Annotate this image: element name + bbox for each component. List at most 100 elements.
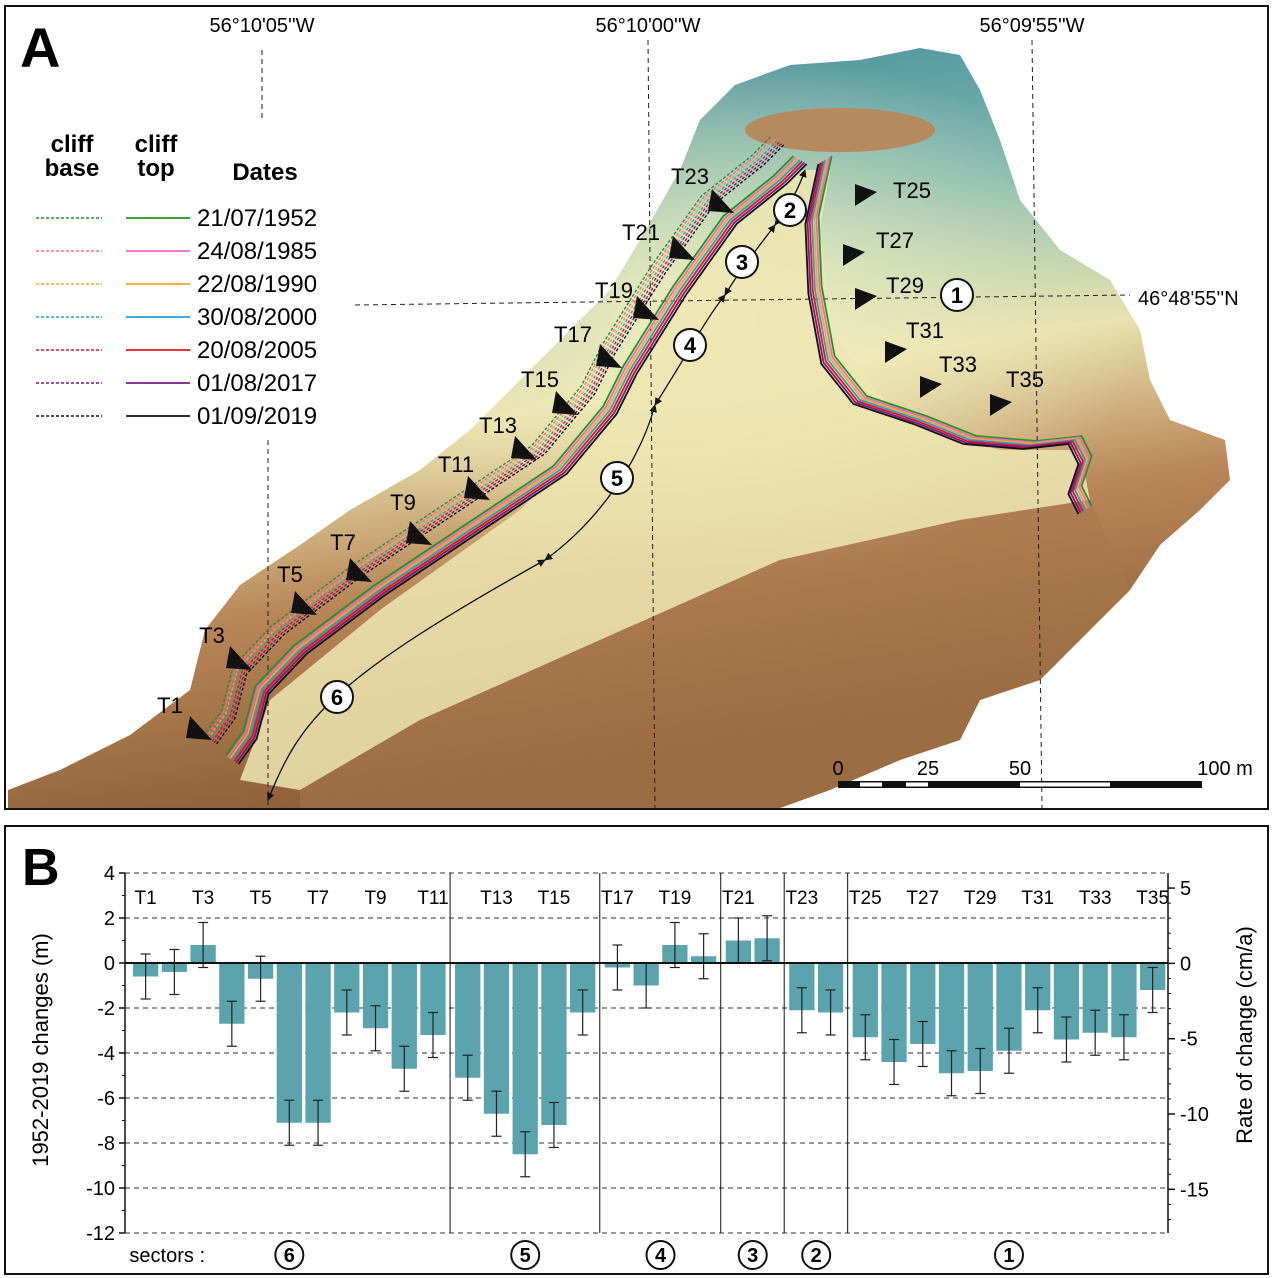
sector-name-2: 2 (811, 1245, 822, 1267)
bar-transect-label: T19 (659, 888, 692, 909)
legend-col-base-1: cliff (51, 131, 95, 158)
bar-transect-label: T11 (417, 888, 448, 909)
y-axis-label: 1952-2019 changes (m) (28, 933, 53, 1167)
y2-tick-label: -5 (1180, 1029, 1198, 1051)
sector-name-6: 6 (284, 1245, 295, 1267)
y-tick-label: 4 (104, 863, 115, 885)
cliff-top-line-right (813, 158, 1089, 510)
y-tick-label: -10 (86, 1178, 115, 1200)
transect-label-t11: T11 (438, 452, 474, 477)
bar-transect-label: T3 (192, 888, 214, 909)
bar-transect-label: T31 (1021, 888, 1054, 909)
transect-arrow-t31 (885, 341, 907, 363)
legend-date: 30/08/2000 (197, 304, 317, 331)
bar (276, 963, 302, 1123)
transect-label-t27: T27 (876, 228, 914, 253)
transect-arrow-t25 (855, 184, 877, 206)
y-tick-label: 0 (104, 953, 115, 975)
transect-arrow-t33 (920, 376, 942, 398)
transect-label-t29: T29 (886, 273, 924, 298)
sector-marker-4 (673, 328, 707, 362)
sector-marker-label-5: 5 (611, 466, 623, 491)
sector-name-3: 3 (747, 1245, 758, 1267)
bar (541, 963, 567, 1125)
bar (483, 963, 510, 1114)
bar-transect-label: T25 (849, 888, 882, 909)
bar-transect-label: T1 (135, 888, 157, 909)
scale-tick-0: 0 (832, 758, 843, 780)
cliff-top-line-right (817, 155, 1093, 507)
transect-label-t23: T23 (671, 164, 709, 189)
cliff-top-line-right (808, 161, 1084, 512)
transect-label-t15: T15 (521, 367, 559, 392)
y2-tick-label: 0 (1180, 953, 1191, 975)
scale-tick-100: 100 m (1197, 758, 1253, 780)
legend-col-dates: Dates (232, 159, 297, 186)
transect-arrow-t19 (633, 296, 659, 320)
transect-label-t1: T1 (157, 693, 183, 718)
transect-arrow-t9 (406, 521, 432, 545)
transect-arrow-t1 (186, 716, 212, 740)
y-tick-label: 2 (104, 908, 115, 930)
panel-a-map: 56°10'05''W 56°10'00''W 56°09'55''W 46°4… (4, 5, 1269, 810)
legend-col-top-2: top (137, 155, 174, 182)
sector-name-4: 4 (655, 1245, 667, 1267)
scale-tick-50: 50 (1009, 758, 1031, 780)
transect-arrow-t7 (346, 558, 372, 582)
sectors-label: sectors : (129, 1245, 205, 1267)
y-tick-label: -8 (97, 1133, 115, 1155)
bar-transect-label: T9 (364, 888, 386, 909)
bar (305, 963, 331, 1123)
sector-circles-map: 1 2 3 4 5 6 (320, 193, 974, 714)
transect-arrow-t5 (291, 591, 317, 615)
bar-transect-label: T13 (480, 888, 513, 909)
y2-tick-label: -15 (1180, 1179, 1209, 1201)
legend: cliff base cliff top Dates 21/07/1952 24/… (36, 131, 317, 430)
sector-marker-label-4: 4 (684, 333, 697, 358)
transect-label-t25: T25 (893, 178, 931, 203)
bar-transect-label: T35 (1136, 888, 1169, 909)
lat-label: 46°48'55''N (1138, 288, 1239, 310)
sector-circle-6 (274, 1240, 305, 1270)
scale-tick-25: 25 (917, 758, 939, 780)
transect-arrow-t21 (669, 236, 695, 260)
bar-transect-label: T23 (785, 888, 818, 909)
sector-name-1: 1 (1003, 1245, 1014, 1267)
transect-arrow-t35 (990, 394, 1012, 416)
transect-label-t3: T3 (199, 623, 225, 648)
bar-transect-label: T33 (1079, 888, 1112, 909)
y-tick-label: -4 (97, 1043, 115, 1065)
cliff-top-line-right (811, 159, 1086, 511)
sector-name-5: 5 (520, 1245, 531, 1267)
transect-label-t19: T19 (595, 278, 633, 303)
sector-circle-5 (510, 1240, 541, 1270)
y2-tick-label: -10 (1180, 1104, 1209, 1126)
y-tick-label: -12 (86, 1223, 115, 1245)
transect-label-t31: T31 (906, 318, 944, 343)
panel-b-label: B (22, 839, 60, 897)
transect-arrow-t17 (596, 344, 622, 368)
chart-bars (133, 915, 1166, 1178)
legend-date: 21/07/1952 (197, 205, 317, 232)
cliff-top-line-right (804, 163, 1080, 515)
legend-date: 01/09/2019 (197, 403, 317, 430)
legend-col-top-1: cliff (135, 131, 179, 158)
lon-label-3: 56°09'55''W (979, 15, 1084, 37)
sector-marker-5 (600, 461, 634, 495)
transect-arrow-t29 (855, 288, 877, 310)
cliff-top-line-right (806, 162, 1082, 514)
bar-transect-label: T29 (964, 888, 997, 909)
bar-transect-label: T7 (307, 888, 329, 909)
sector-marker-label-2: 2 (784, 198, 796, 223)
legend-date: 20/08/2005 (197, 337, 317, 364)
lon-label-1: 56°10'05''W (209, 15, 314, 37)
sector-marker-2 (773, 193, 807, 227)
y-tick-label: -6 (97, 1088, 115, 1110)
summit-outcrop (745, 108, 935, 152)
transect-label-t13: T13 (479, 413, 517, 438)
y-tick-label: -2 (97, 998, 115, 1020)
sector-marker-label-1: 1 (951, 283, 963, 308)
sector-circle-3 (737, 1240, 768, 1270)
sector-marker-6 (320, 680, 354, 714)
